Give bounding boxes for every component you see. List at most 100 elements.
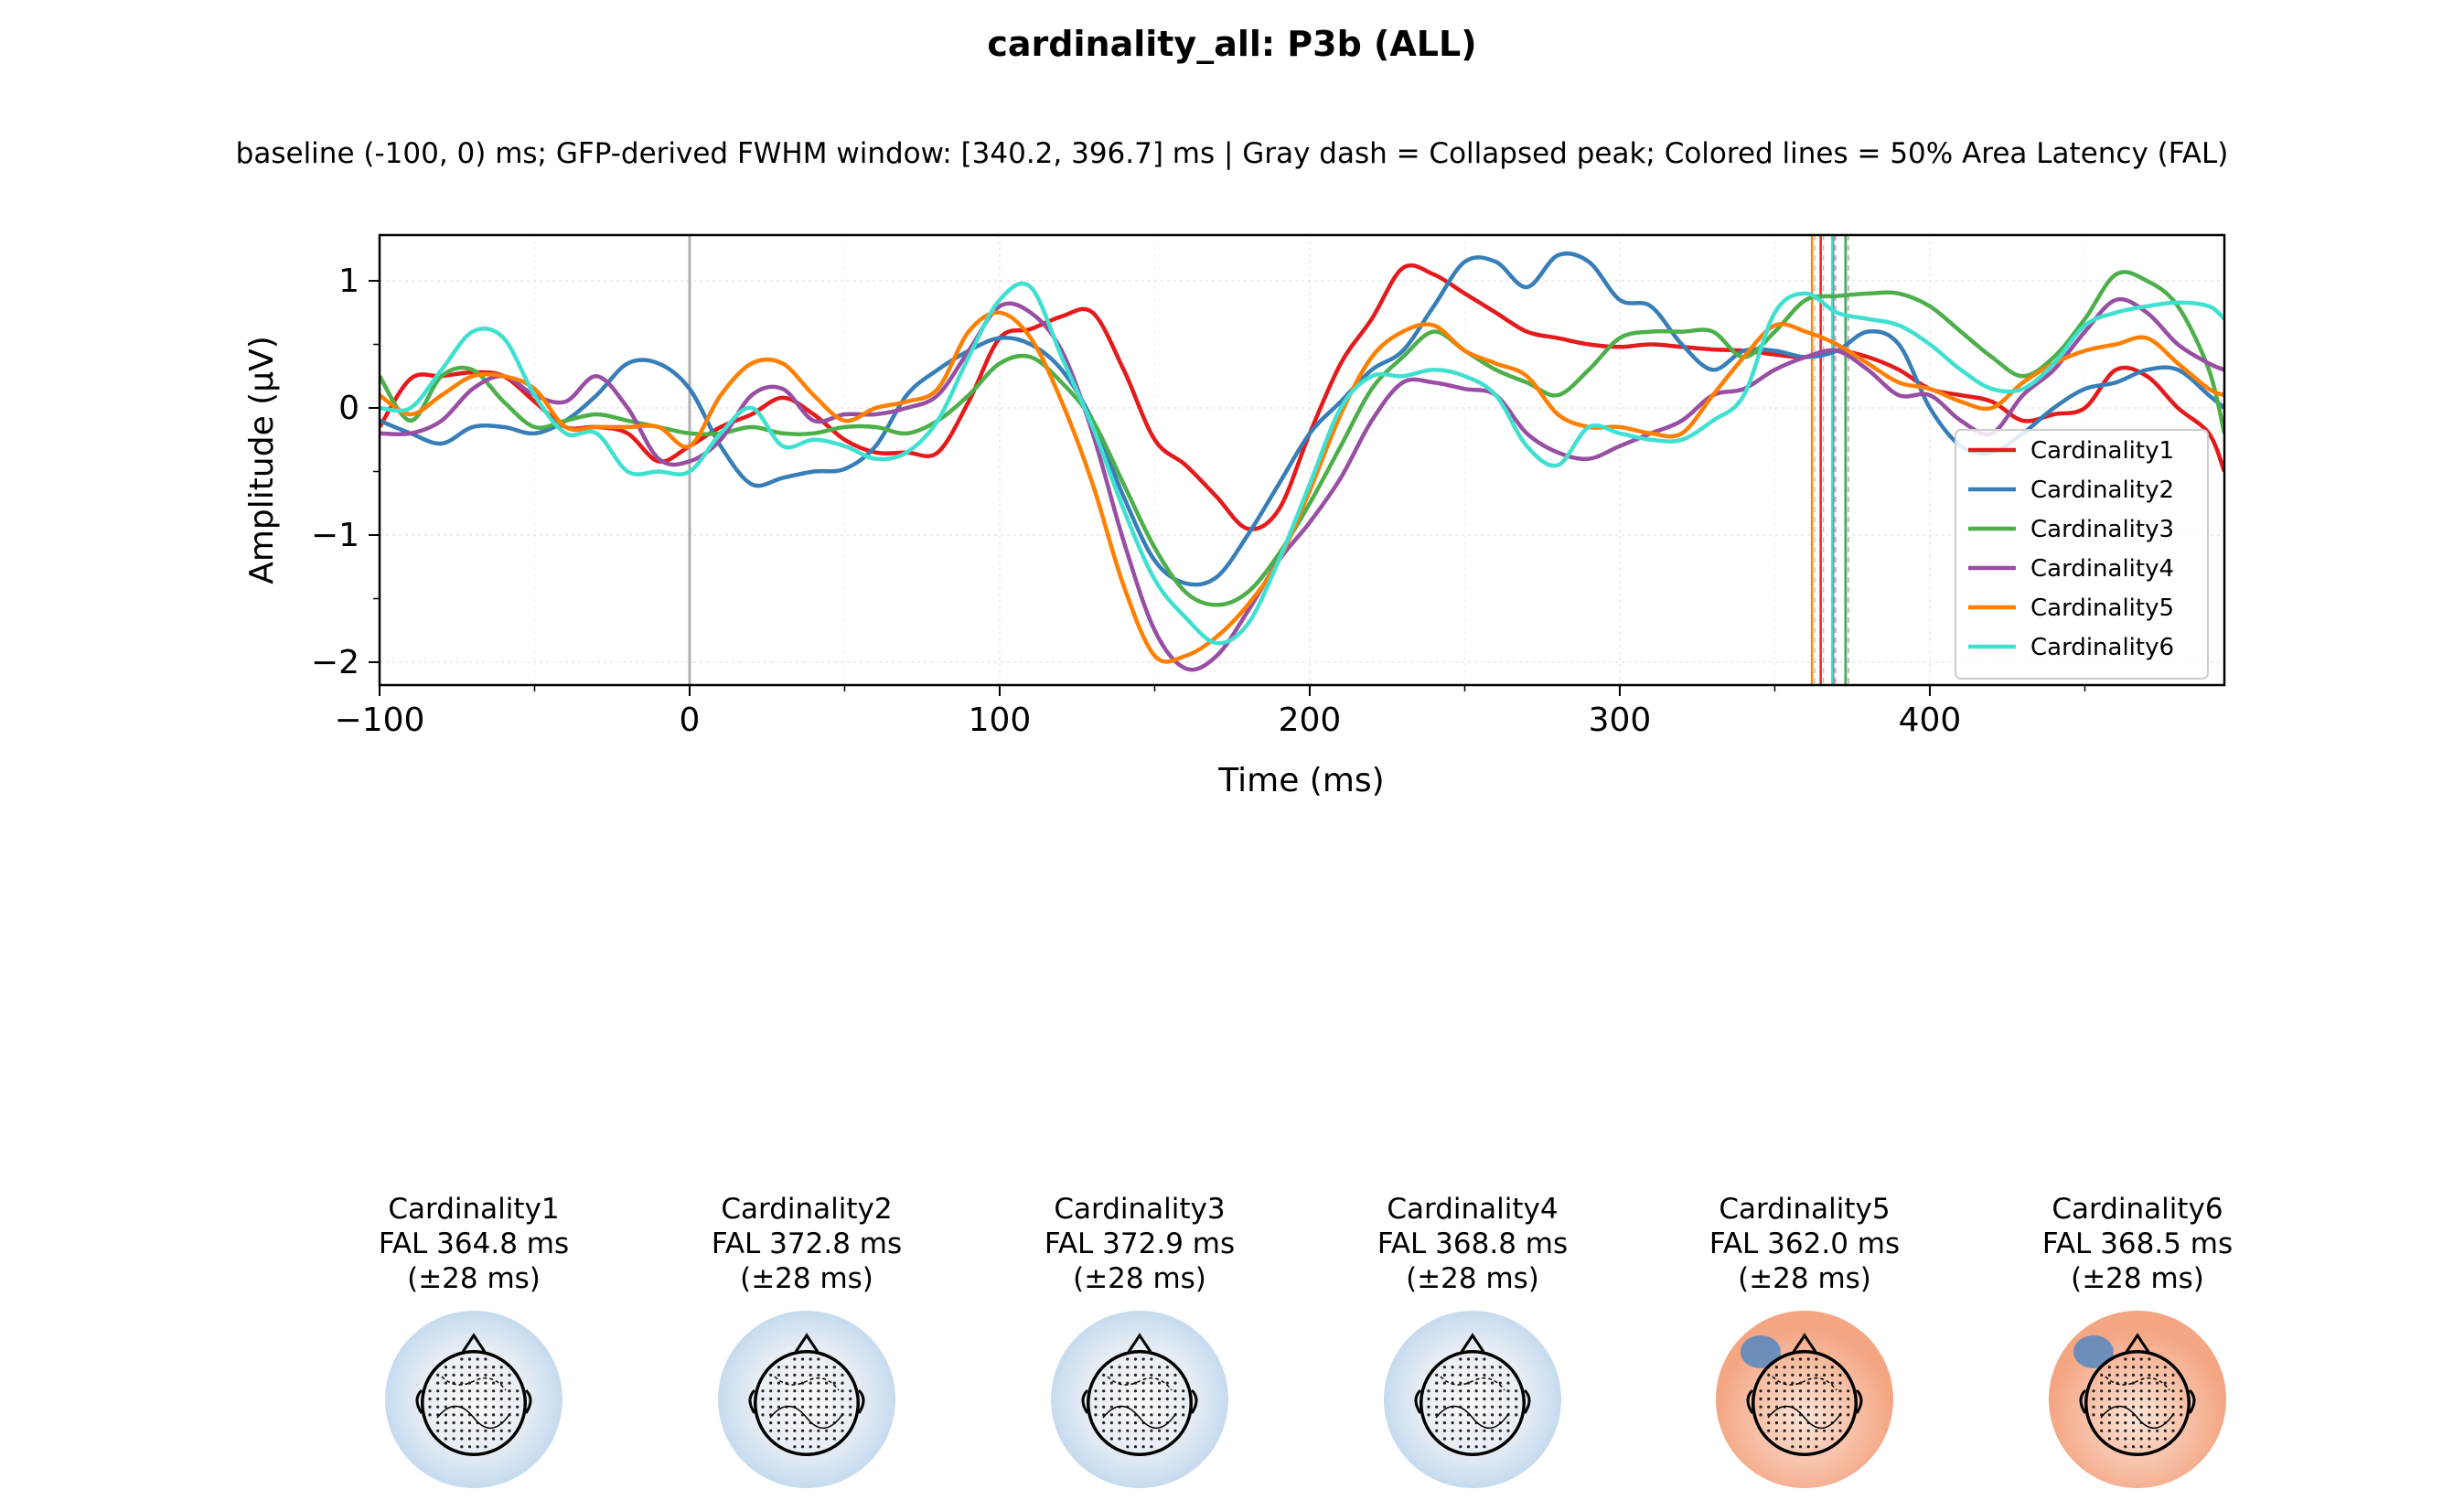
sensor-dot <box>2156 1405 2159 1409</box>
figure-title: cardinality_all: P3b (ALL) <box>987 24 1477 64</box>
sensor-dot <box>809 1389 812 1393</box>
series-line-cardinality3 <box>380 270 2224 607</box>
sensor-dot <box>2180 1397 2183 1401</box>
sensor-dot <box>832 1437 836 1441</box>
sensor-dot <box>777 1389 781 1393</box>
sensor-dot <box>1165 1397 1169 1401</box>
sensor-dot <box>1109 1429 1113 1432</box>
sensor-dot <box>1435 1421 1439 1425</box>
sensor-dot <box>1459 1413 1462 1417</box>
sensor-dot <box>1118 1429 1121 1432</box>
sensor-dot <box>1815 1389 1818 1393</box>
sensor-dot <box>1515 1397 1518 1401</box>
sensor-dot <box>1783 1373 1786 1377</box>
sensor-dot <box>1133 1445 1138 1449</box>
sensor-dot <box>1466 1421 1471 1425</box>
left-ear <box>748 1388 756 1414</box>
sensor-dot <box>492 1413 496 1417</box>
sensor-dot <box>1823 1413 1827 1417</box>
contour-line <box>1435 1405 1510 1429</box>
sensor-dot <box>800 1397 805 1401</box>
right-ear <box>1190 1388 1198 1414</box>
sensor-dot <box>452 1429 455 1432</box>
sensor-dot <box>793 1445 797 1449</box>
sensor-dot <box>444 1373 447 1377</box>
sensor-dot <box>817 1381 820 1385</box>
topomap-window: (±28 ms) <box>1073 1262 1206 1295</box>
sensor-dot <box>1466 1445 1471 1449</box>
sensor-dot <box>460 1366 464 1369</box>
sensor-dot <box>2163 1381 2167 1385</box>
sensor-dot <box>492 1373 496 1377</box>
sensor-dot <box>785 1421 788 1425</box>
sensor-dot <box>1491 1405 1494 1409</box>
sensor-dot <box>809 1413 812 1417</box>
sensor-dot <box>1774 1437 1778 1441</box>
sensor-dot <box>476 1445 479 1449</box>
sensor-dot <box>1838 1389 1842 1393</box>
sensor-dot <box>800 1366 805 1369</box>
sensor-dot <box>793 1437 797 1441</box>
sensor-dot <box>817 1397 820 1401</box>
sensor-dot <box>484 1421 487 1425</box>
sensor-dot <box>484 1366 487 1369</box>
sensor-dot <box>1774 1405 1778 1409</box>
sensor-dot <box>1823 1389 1827 1393</box>
sensor-dot <box>1838 1405 1842 1409</box>
sensor-dot <box>1182 1397 1185 1401</box>
sensor-dot <box>793 1397 797 1401</box>
contour-line <box>1772 1376 1837 1391</box>
sensor-dot <box>2131 1405 2136 1409</box>
sensor-dot <box>2116 1421 2119 1425</box>
sensor-dot <box>800 1357 805 1361</box>
sensor-dot <box>1498 1405 1502 1409</box>
sensor-dot <box>2116 1429 2119 1432</box>
sensor-dot <box>2139 1389 2143 1393</box>
sensor-dot <box>1823 1397 1827 1401</box>
sensor-dot <box>1491 1366 1494 1369</box>
sensor-dot <box>1102 1421 1106 1425</box>
x-tick-label: −100 <box>335 702 425 739</box>
sensor-dot <box>761 1397 765 1401</box>
sensor-dot <box>1102 1389 1106 1393</box>
sensor-dot <box>467 1397 472 1401</box>
sensor-dot <box>769 1381 773 1385</box>
erp-plot-area: −100 0 100 200 300 400−2−101 Cardinality1Card… <box>311 233 2226 739</box>
sensor-dot <box>1466 1381 1471 1385</box>
sensor-dot <box>508 1421 511 1425</box>
sensor-dot <box>761 1413 765 1417</box>
sensor-dot <box>508 1405 511 1409</box>
sensor-dot <box>2139 1437 2143 1441</box>
sensor-dot <box>1767 1421 1771 1425</box>
sensor-dot <box>1427 1405 1430 1409</box>
sensor-dot <box>1830 1381 1834 1385</box>
sensor-dot <box>1783 1429 1786 1432</box>
sensor-dot <box>452 1366 455 1369</box>
sensor-dot <box>832 1381 836 1385</box>
sensor-dot <box>1806 1381 1810 1385</box>
sensor-dot <box>2180 1405 2183 1409</box>
sensor-dot <box>1451 1389 1454 1393</box>
nose <box>1460 1333 1485 1353</box>
sensor-dot <box>460 1437 464 1441</box>
sensor-dot <box>2124 1429 2127 1432</box>
sensor-dot <box>516 1389 520 1393</box>
sensor-dot <box>2139 1445 2143 1449</box>
sensor-dot <box>2148 1366 2151 1369</box>
sensor-dot <box>444 1366 447 1369</box>
sensor-dot <box>508 1373 511 1377</box>
sensor-dot <box>467 1437 472 1441</box>
sensor-dot <box>1165 1405 1169 1409</box>
sensor-dot <box>444 1429 447 1432</box>
sensor-dot <box>2171 1397 2175 1401</box>
sensor-dot <box>1791 1445 1794 1449</box>
sensor-dot <box>2100 1397 2104 1401</box>
sensor-dot <box>2163 1437 2167 1441</box>
sensor-dot <box>1815 1357 1818 1361</box>
sensor-dot <box>1466 1389 1471 1393</box>
sensor-dot <box>1459 1421 1462 1425</box>
sensor-dot <box>476 1381 479 1385</box>
sensor-dot <box>1182 1405 1185 1409</box>
sensor-dot <box>1150 1389 1153 1393</box>
contour-line <box>1102 1405 1177 1429</box>
